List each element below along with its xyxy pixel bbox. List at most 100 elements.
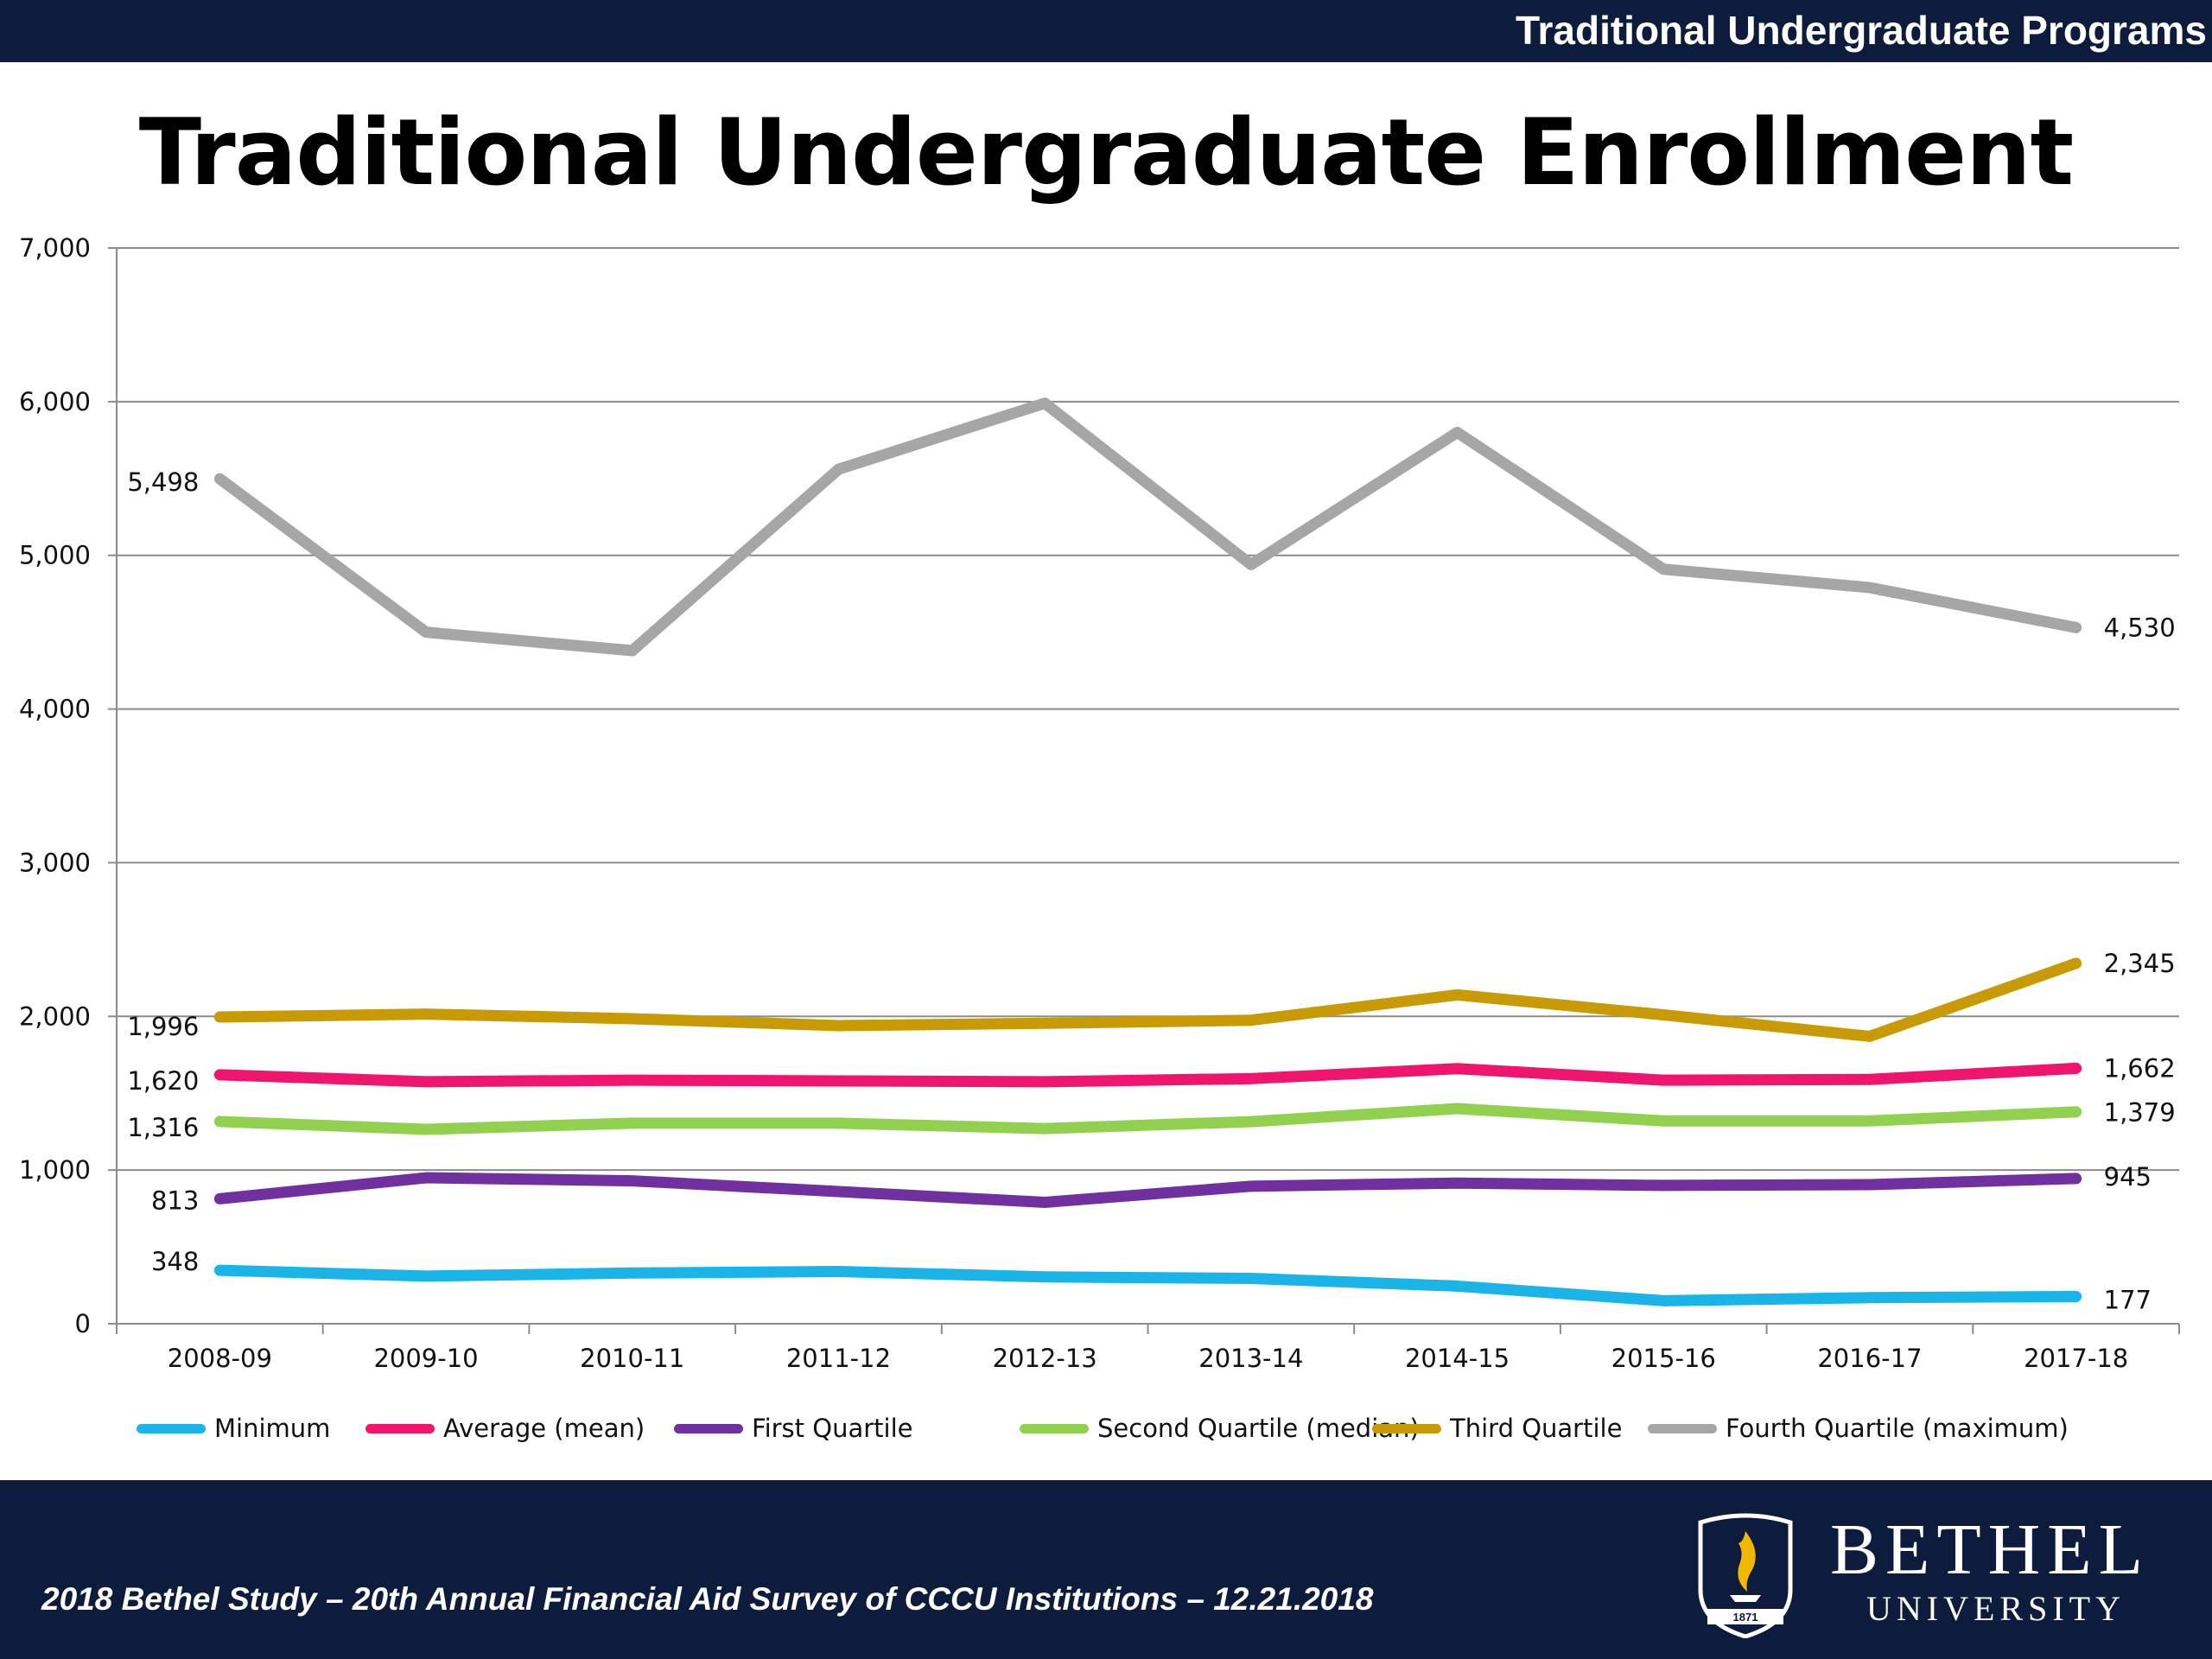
data-point [1662, 1300, 1664, 1301]
x-tick-label: 2012-13 [993, 1344, 1097, 1373]
x-tick-label: 2017-18 [2024, 1344, 2128, 1373]
legend-label: Minimum [214, 1414, 331, 1443]
data-point [2075, 1111, 2077, 1113]
series-line [213, 957, 2082, 1042]
y-tick-label: 6,000 [19, 387, 91, 416]
y-tick-label: 5,000 [19, 541, 91, 570]
data-point [837, 1122, 839, 1124]
data-label-start: 813 [151, 1185, 199, 1215]
data-point [1662, 1185, 1664, 1186]
data-label-end: 945 [2104, 1162, 2152, 1192]
data-point [1662, 569, 1664, 570]
data-label-start: 1,996 [127, 1012, 199, 1041]
line-chart: 0 1,000 2,000 3,000 4,000 5,000 6,000 7,000 2008… [19, 233, 2180, 1373]
y-tick-label: 2,000 [19, 1001, 91, 1031]
legend-swatch [137, 1423, 206, 1433]
legend-label: Average (mean) [443, 1414, 645, 1443]
y-tick-label: 0 [75, 1309, 91, 1338]
data-point [1662, 1079, 1664, 1081]
data-point [1250, 1077, 1252, 1079]
data-point [1869, 1297, 1871, 1299]
data-point [1869, 587, 1871, 588]
data-label-end: 177 [2104, 1286, 2152, 1315]
data-point [837, 1271, 839, 1273]
data-point [2075, 1067, 2077, 1069]
legend-item: Third Quartile [1372, 1407, 1622, 1450]
data-point [1457, 1068, 1459, 1070]
data-point [2075, 1296, 2077, 1298]
data-point [1250, 1185, 1252, 1187]
data-point [837, 1191, 839, 1192]
data-point [837, 1080, 839, 1082]
data-point [425, 1177, 427, 1179]
data-point [425, 632, 427, 633]
legend-item: Minimum [137, 1407, 330, 1450]
data-point [1044, 1022, 1046, 1024]
legend-swatch [365, 1423, 435, 1433]
data-point [219, 478, 220, 480]
series-line [213, 397, 2082, 657]
data-point [219, 1074, 220, 1076]
chart-legend: Minimum Average (mean) First Quartile Secon… [0, 1407, 2212, 1450]
data-point [219, 1016, 220, 1018]
data-label-end: 1,662 [2104, 1053, 2176, 1083]
data-point [1044, 1276, 1046, 1278]
legend-swatch [1372, 1423, 1441, 1433]
data-point [1457, 1182, 1459, 1184]
data-point [1250, 1278, 1252, 1280]
bethel-shield-logo-icon: 1871 [1698, 1513, 1793, 1638]
data-label-end: 4,530 [2104, 613, 2176, 642]
data-point [632, 1272, 633, 1274]
data-point [1662, 1120, 1664, 1122]
logo-subwordmark: UNIVERSITY [1866, 1589, 2126, 1628]
series-line [213, 1264, 2082, 1306]
legend-label: Third Quartile [1450, 1414, 1623, 1443]
legend-swatch [1020, 1423, 1089, 1433]
x-tick-label: 2009-10 [373, 1344, 478, 1373]
series-line [213, 1062, 2082, 1088]
series-line [213, 1103, 2082, 1135]
legend-item: Fourth Quartile (maximum) [1648, 1407, 2069, 1450]
legend-item: Average (mean) [365, 1407, 645, 1450]
logo-year: 1871 [1733, 1611, 1758, 1624]
data-point [1869, 1184, 1871, 1185]
x-tick-label: 2011-12 [786, 1344, 891, 1373]
legend-swatch [674, 1423, 743, 1433]
data-point [1457, 431, 1459, 433]
data-point [1662, 1014, 1664, 1016]
data-point [1869, 1120, 1871, 1122]
x-tick-label: 2015-16 [1611, 1344, 1716, 1373]
data-label-end: 2,345 [2104, 949, 2176, 978]
legend-label: First Quartile [752, 1414, 913, 1443]
chart-title: Traditional Undergraduate Enrollment [138, 99, 2074, 206]
series-line [213, 1172, 2082, 1208]
x-tick-label: 2013-14 [1198, 1344, 1303, 1373]
data-label-start: 1,316 [127, 1113, 199, 1142]
data-point [1869, 1035, 1871, 1037]
legend-item: Second Quartile (median) [1020, 1407, 1420, 1450]
data-point [1044, 1081, 1046, 1083]
data-point [219, 1121, 220, 1122]
data-point [425, 1275, 427, 1277]
legend-label: Second Quartile (median) [1097, 1414, 1420, 1443]
logo-wordmark: BETHEL [1830, 1510, 2150, 1590]
data-point [219, 1198, 220, 1199]
data-point [219, 1269, 220, 1271]
data-point [1044, 1201, 1046, 1203]
data-point [2075, 1178, 2077, 1179]
data-label-start: 5,498 [127, 467, 199, 497]
footer-citation: 2018 Bethel Study – 20th Annual Financia… [41, 1581, 1374, 1617]
data-label-start: 1,620 [127, 1066, 199, 1096]
y-tick-label: 3,000 [19, 848, 91, 877]
x-tick-label: 2014-15 [1405, 1344, 1510, 1373]
legend-item: First Quartile [674, 1407, 912, 1450]
x-tick-label: 2016-17 [1817, 1344, 1922, 1373]
legend-label: Fourth Quartile (maximum) [1726, 1414, 2069, 1443]
footer-banner: 2018 Bethel Study – 20th Annual Financia… [0, 1480, 2212, 1659]
data-point [632, 1180, 633, 1182]
data-point [1869, 1078, 1871, 1080]
data-point [1457, 994, 1459, 995]
data-point [837, 1025, 839, 1027]
data-label-start: 348 [151, 1247, 199, 1276]
data-point [632, 1122, 633, 1124]
